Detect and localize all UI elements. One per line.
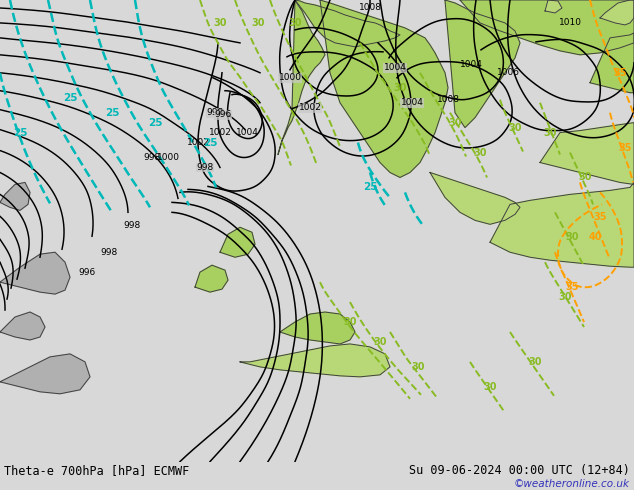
Text: 25: 25 <box>203 138 217 147</box>
Polygon shape <box>460 0 634 55</box>
Text: 35: 35 <box>566 282 579 292</box>
Polygon shape <box>278 0 325 154</box>
Polygon shape <box>195 265 228 292</box>
Text: 998: 998 <box>207 108 224 117</box>
Text: 1004: 1004 <box>236 128 259 137</box>
Text: 30: 30 <box>543 127 557 138</box>
Text: 998: 998 <box>143 153 160 162</box>
Polygon shape <box>295 0 400 47</box>
Polygon shape <box>220 227 255 257</box>
Text: 1000: 1000 <box>157 153 179 162</box>
Text: 25: 25 <box>363 182 377 193</box>
Text: 1002: 1002 <box>186 138 209 147</box>
Text: 1000: 1000 <box>278 74 302 82</box>
Polygon shape <box>0 312 45 340</box>
Polygon shape <box>545 0 562 13</box>
Text: 35: 35 <box>593 212 607 222</box>
Text: 35: 35 <box>613 68 627 78</box>
Text: 30: 30 <box>566 232 579 242</box>
Polygon shape <box>490 182 634 267</box>
Polygon shape <box>590 33 634 93</box>
Polygon shape <box>0 252 70 294</box>
Polygon shape <box>540 122 634 184</box>
Text: 1002: 1002 <box>299 103 321 112</box>
Text: Su 09-06-2024 00:00 UTC (12+84): Su 09-06-2024 00:00 UTC (12+84) <box>409 464 630 477</box>
Text: 25: 25 <box>105 108 119 118</box>
Text: 30: 30 <box>411 362 425 372</box>
Text: 40: 40 <box>588 232 602 242</box>
Text: 998: 998 <box>197 163 214 172</box>
Text: 30: 30 <box>373 337 387 347</box>
Text: 35: 35 <box>618 143 631 152</box>
Text: 1006: 1006 <box>496 68 519 77</box>
Text: 996: 996 <box>214 110 231 119</box>
Text: 998: 998 <box>100 248 118 257</box>
Text: 1010: 1010 <box>559 19 581 27</box>
Polygon shape <box>240 344 390 377</box>
Text: 30: 30 <box>251 18 265 28</box>
Text: 998: 998 <box>124 221 141 230</box>
Text: Theta-e 700hPa [hPa] ECMWF: Theta-e 700hPa [hPa] ECMWF <box>4 464 190 477</box>
Polygon shape <box>430 172 520 224</box>
Text: 30: 30 <box>508 122 522 133</box>
Polygon shape <box>600 0 634 25</box>
Polygon shape <box>320 0 448 177</box>
Text: 1004: 1004 <box>401 98 424 107</box>
Text: 30: 30 <box>473 147 487 157</box>
Text: 996: 996 <box>79 268 96 277</box>
Text: 1008: 1008 <box>358 3 382 12</box>
Text: 30: 30 <box>213 18 227 28</box>
Polygon shape <box>0 182 30 210</box>
Polygon shape <box>0 354 90 394</box>
Text: 25: 25 <box>63 93 77 103</box>
Text: 30: 30 <box>448 118 462 127</box>
Text: 1004: 1004 <box>384 63 406 73</box>
Text: 30: 30 <box>559 292 572 302</box>
Text: 30: 30 <box>483 382 497 392</box>
Text: 25: 25 <box>13 127 27 138</box>
Text: 30: 30 <box>393 83 407 93</box>
Text: 30: 30 <box>288 18 302 28</box>
Text: 1002: 1002 <box>209 128 231 137</box>
Text: ©weatheronline.co.uk: ©weatheronline.co.uk <box>514 479 630 489</box>
Text: 1008: 1008 <box>436 95 460 104</box>
Text: 1004: 1004 <box>460 60 482 69</box>
Text: 30: 30 <box>528 357 541 367</box>
Polygon shape <box>445 0 520 127</box>
Text: 30: 30 <box>343 317 357 327</box>
Text: 25: 25 <box>148 118 162 127</box>
Polygon shape <box>280 312 355 344</box>
Text: 30: 30 <box>578 172 592 182</box>
